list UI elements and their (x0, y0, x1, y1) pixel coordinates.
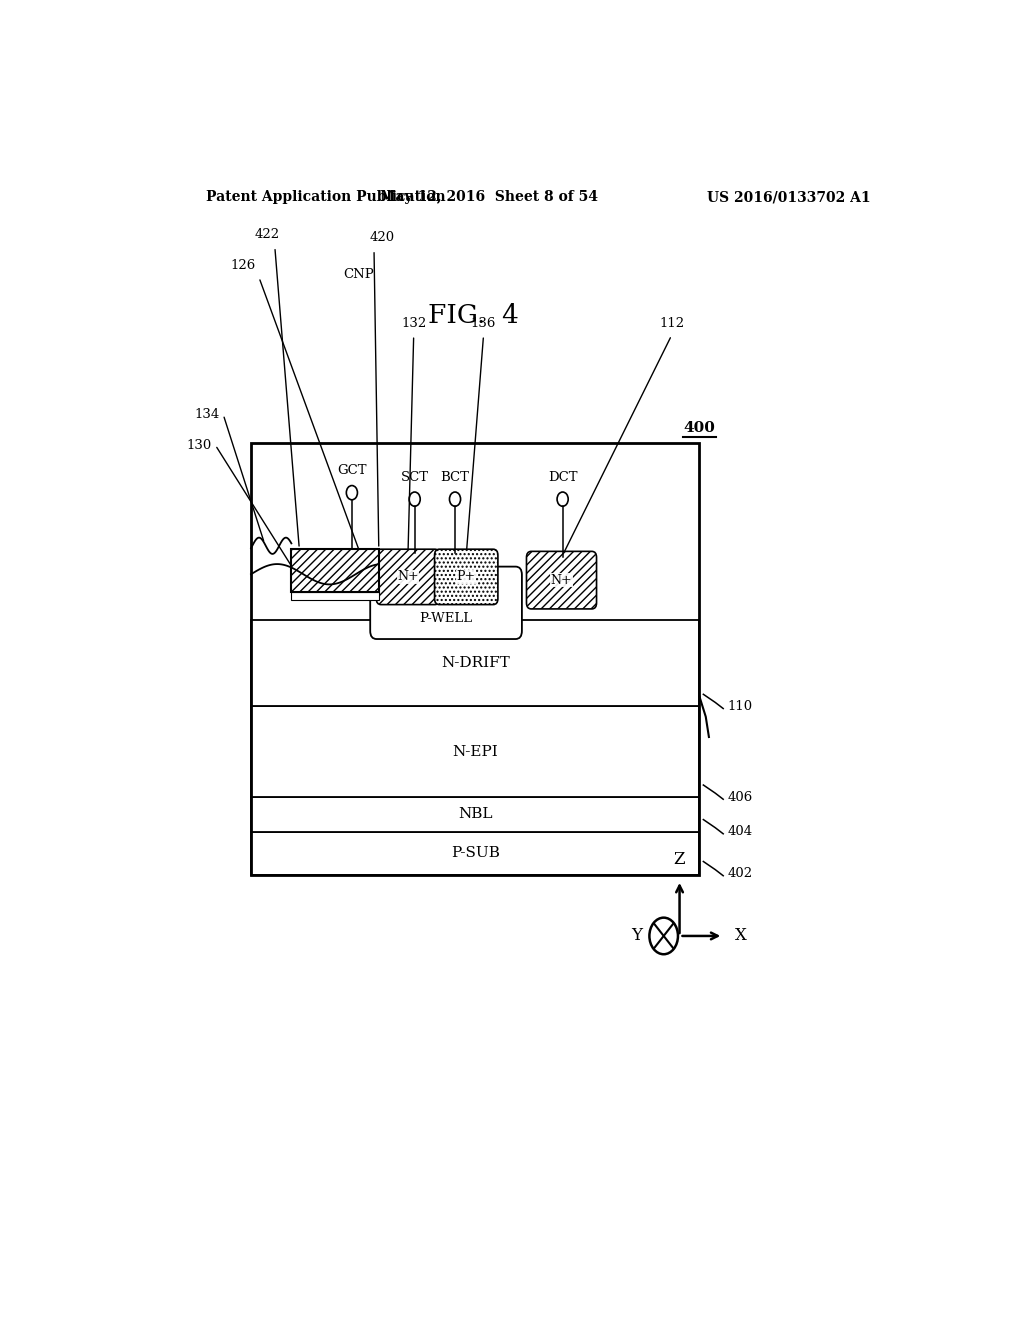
Bar (292, 549, 379, 593)
Text: X: X (735, 928, 746, 944)
Text: NBL: NBL (458, 808, 493, 821)
Text: 420: 420 (370, 231, 394, 244)
FancyBboxPatch shape (526, 552, 597, 609)
Bar (251, 797, 699, 832)
Text: Z: Z (674, 851, 685, 869)
Bar (292, 593, 379, 601)
FancyBboxPatch shape (371, 566, 522, 639)
FancyBboxPatch shape (434, 549, 498, 605)
Text: Y: Y (631, 928, 642, 944)
Text: 134: 134 (194, 408, 219, 421)
Text: 132: 132 (401, 317, 426, 330)
Text: 110: 110 (727, 700, 753, 713)
Bar (251, 444, 699, 875)
Text: N-EPI: N-EPI (453, 744, 498, 759)
Text: P+: P+ (457, 570, 476, 583)
Text: 136: 136 (471, 317, 497, 330)
Bar (251, 706, 699, 797)
Text: BCT: BCT (440, 471, 469, 484)
Text: 406: 406 (727, 791, 753, 804)
Text: 402: 402 (727, 867, 753, 880)
Text: N+: N+ (551, 574, 572, 586)
FancyBboxPatch shape (376, 549, 439, 605)
Bar (251, 620, 699, 706)
Text: SCT: SCT (400, 471, 429, 484)
Text: 422: 422 (254, 228, 280, 242)
Text: N-DRIFT: N-DRIFT (440, 656, 510, 671)
Text: 400: 400 (683, 421, 716, 434)
Text: 130: 130 (186, 438, 211, 451)
Text: P-SUB: P-SUB (451, 846, 500, 861)
Text: 126: 126 (230, 259, 256, 272)
Text: US 2016/0133702 A1: US 2016/0133702 A1 (708, 190, 871, 205)
Text: DCT: DCT (548, 471, 578, 484)
Bar (251, 832, 699, 875)
Text: Patent Application Publication: Patent Application Publication (206, 190, 445, 205)
Text: 112: 112 (659, 317, 684, 330)
Text: GCT: GCT (337, 465, 367, 478)
Text: FIG.  4: FIG. 4 (428, 304, 518, 329)
Text: P-WELL: P-WELL (420, 612, 473, 626)
Text: CNP: CNP (343, 268, 374, 281)
Text: May 12, 2016  Sheet 8 of 54: May 12, 2016 Sheet 8 of 54 (380, 190, 598, 205)
Text: 404: 404 (727, 825, 753, 838)
Text: N+: N+ (397, 570, 419, 583)
